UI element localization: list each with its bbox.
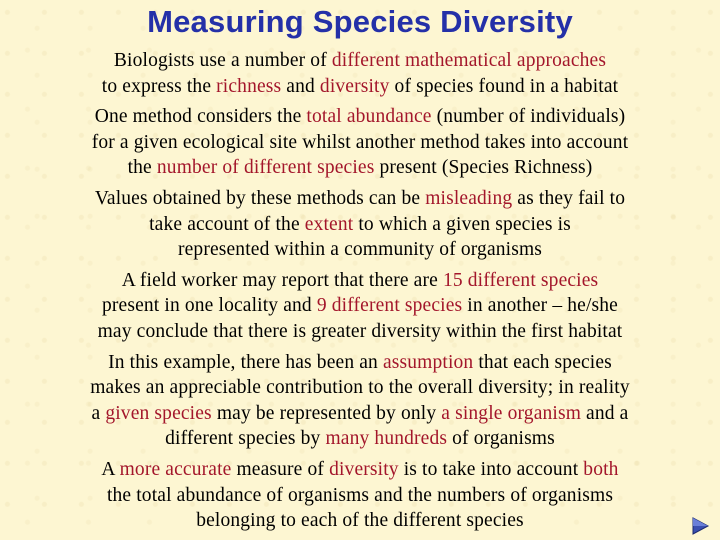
highlighted-term: diversity: [329, 458, 399, 480]
text-segment: and: [281, 75, 320, 97]
text-line: for a given ecological site whilst anoth…: [0, 130, 720, 156]
text-segment: may be represented by only: [211, 402, 442, 424]
text-line: Values obtained by these methods can be …: [0, 186, 720, 212]
text-segment: Biologists use a number of: [113, 50, 332, 71]
next-slide-icon[interactable]: [690, 516, 710, 536]
text-line: Biologists use a number of different mat…: [0, 48, 720, 74]
text-segment: and a: [581, 402, 629, 424]
text-segment: that each species: [473, 351, 612, 373]
paragraph: In this example, there has been an assum…: [0, 350, 720, 452]
text-line: take account of the extent to which a gi…: [0, 212, 720, 238]
text-segment: A: [101, 458, 120, 480]
text-segment: present in one locality and: [102, 295, 317, 317]
highlighted-term: extent: [304, 213, 354, 235]
text-line: the total abundance of organisms and the…: [0, 483, 720, 509]
text-segment: a: [91, 402, 106, 424]
paragraph: Values obtained by these methods can be …: [0, 186, 720, 263]
text-segment: Values obtained by these methods can be: [94, 187, 426, 209]
text-line: the number of different species present …: [0, 155, 720, 181]
text-segment: may conclude that there is greater diver…: [97, 320, 623, 342]
text-line: present in one locality and 9 different …: [0, 293, 720, 319]
text-line: In this example, there has been an assum…: [0, 350, 720, 376]
highlighted-term: 9 different species: [316, 295, 463, 317]
text-segment: In this example, there has been an: [108, 351, 383, 373]
text-segment: to which a given species is: [353, 213, 571, 235]
text-segment: One method considers the: [94, 106, 307, 128]
text-segment: is to take into account: [398, 458, 584, 480]
highlighted-term: 15 different species: [442, 269, 599, 291]
text-segment: to express the: [101, 75, 217, 97]
text-segment: the total abundance of organisms and the…: [106, 484, 614, 506]
highlighted-term: richness: [216, 75, 282, 97]
text-segment: represented within a community of organi…: [177, 239, 543, 261]
highlighted-term: assumption: [382, 351, 474, 373]
text-segment: for a given ecological site whilst anoth…: [91, 131, 629, 153]
text-segment: in another – he/she: [462, 295, 618, 317]
text-segment: of organisms: [447, 428, 555, 450]
text-segment: the: [127, 157, 157, 179]
text-segment: (number of individuals): [431, 106, 626, 128]
paragraph: A field worker may report that there are…: [0, 268, 720, 345]
text-segment: take account of the: [149, 213, 305, 235]
text-line: A field worker may report that there are…: [0, 268, 720, 294]
highlighted-term: total abundance: [306, 106, 432, 128]
highlighted-term: many hundreds: [325, 428, 448, 450]
text-segment: A field worker may report that there are: [121, 269, 443, 291]
highlighted-term: a single organism: [441, 402, 582, 424]
text-segment: belonging to each of the different speci…: [196, 510, 524, 532]
text-line: makes an appreciable contribution to the…: [0, 375, 720, 401]
text-line: A more accurate measure of diversity is …: [0, 457, 720, 483]
text-segment: of species found in a habitat: [389, 75, 619, 97]
highlighted-term: given species: [105, 402, 212, 424]
text-line: may conclude that there is greater diver…: [0, 319, 720, 345]
text-line: different species by many hundreds of or…: [0, 426, 720, 452]
text-line: a given species may be represented by on…: [0, 401, 720, 427]
highlighted-term: different mathematical approaches: [331, 50, 607, 71]
paragraph: One method considers the total abundance…: [0, 104, 720, 181]
text-line: One method considers the total abundance…: [0, 104, 720, 130]
text-segment: present (Species Richness): [374, 157, 593, 179]
text-segment: different species by: [165, 428, 326, 450]
text-segment: as they fail to: [512, 187, 626, 209]
highlighted-term: misleading: [425, 187, 513, 209]
paragraph: Biologists use a number of different mat…: [0, 48, 720, 99]
text-segment: measure of: [231, 458, 330, 480]
highlighted-term: diversity: [319, 75, 390, 97]
text-line: belonging to each of the different speci…: [0, 508, 720, 534]
text-line: represented within a community of organi…: [0, 237, 720, 263]
body-text: Biologists use a number of different mat…: [0, 48, 720, 539]
highlighted-term: both: [583, 458, 619, 480]
highlighted-term: more accurate: [119, 458, 232, 480]
paragraph: A more accurate measure of diversity is …: [0, 457, 720, 534]
text-segment: makes an appreciable contribution to the…: [90, 377, 630, 399]
highlighted-term: number of different species: [156, 157, 375, 179]
page-title: Measuring Species Diversity: [147, 4, 573, 39]
text-line: to express the richness and diversity of…: [0, 74, 720, 100]
